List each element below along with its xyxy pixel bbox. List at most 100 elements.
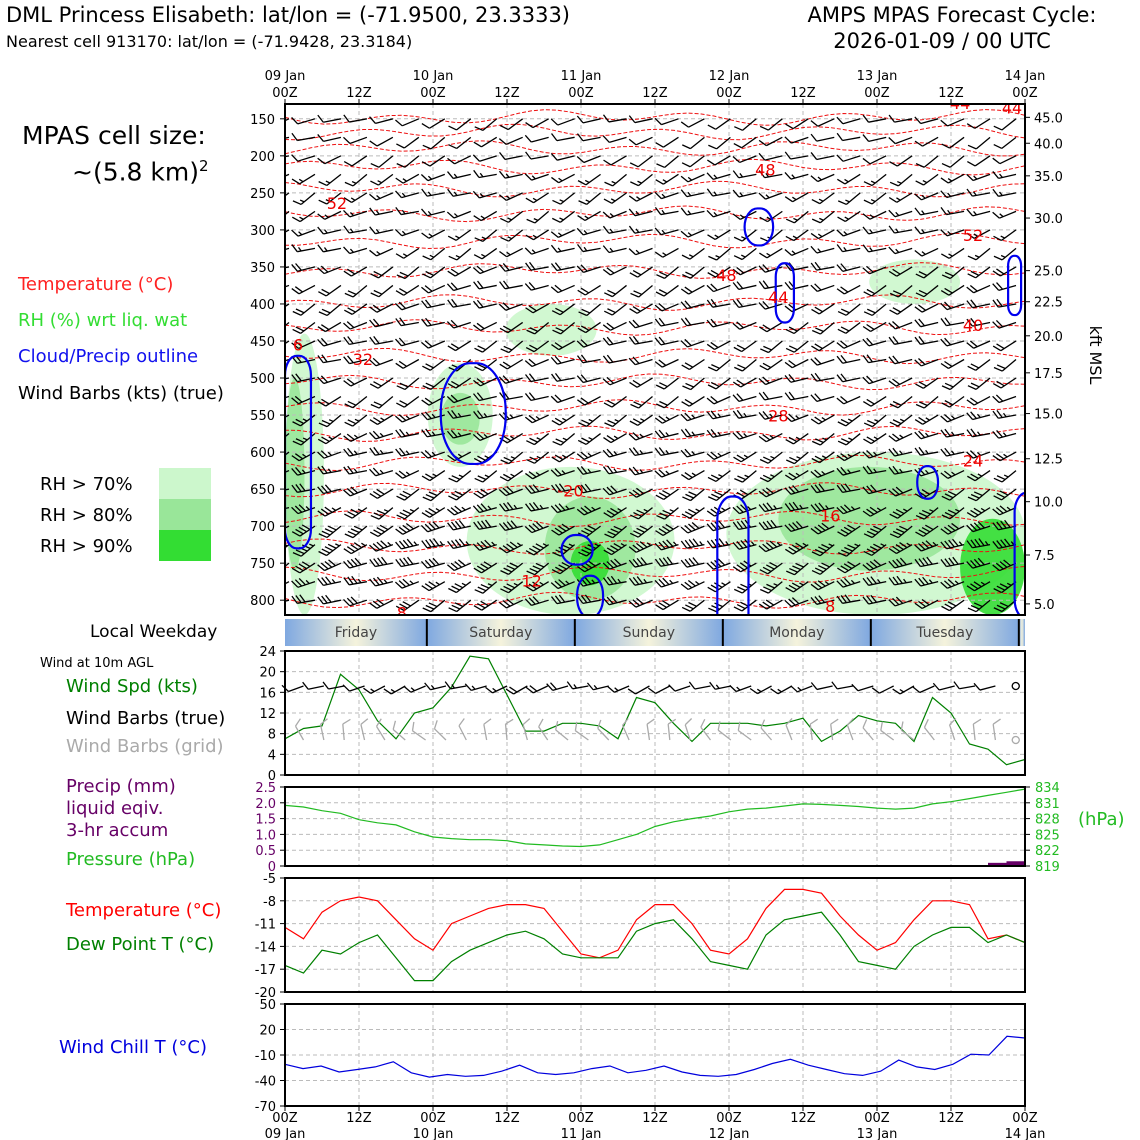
barb-half-flag — [903, 508, 908, 512]
wind-barb — [422, 136, 446, 150]
barb-full-flag — [266, 583, 273, 592]
barb-full-flag — [577, 215, 586, 222]
barb-half-flag — [843, 246, 847, 252]
barb-full-flag — [993, 588, 1002, 594]
barb-full-flag — [889, 309, 898, 315]
barb-full-flag — [602, 324, 611, 331]
barb-staff — [434, 728, 447, 741]
barb-full-flag — [351, 575, 358, 584]
barb-staff — [636, 303, 653, 314]
y-tick-label-right: 35.0 — [1034, 170, 1063, 185]
barb-half-flag — [405, 471, 411, 476]
barb-full-flag — [421, 232, 430, 239]
barb-full-flag — [862, 564, 871, 571]
barb-half-flag — [795, 436, 801, 440]
barb-half-flag — [492, 687, 497, 692]
barb-full-flag — [472, 190, 480, 199]
barb-full-flag — [532, 596, 540, 604]
barb-full-flag — [791, 582, 801, 588]
y-tick-label: -14 — [255, 940, 276, 955]
wind-barb — [810, 133, 835, 142]
barb-full-flag — [552, 329, 561, 335]
barb-full-flag — [298, 504, 306, 512]
barb-full-flag — [684, 718, 693, 726]
barb-full-flag — [269, 581, 276, 590]
barb-full-flag — [999, 583, 1009, 589]
barb-full-flag — [688, 601, 697, 607]
barb-full-flag — [552, 440, 562, 446]
barb-full-flag — [636, 576, 644, 585]
wind-barb — [395, 538, 419, 550]
barb-full-flag — [915, 292, 925, 298]
barb-full-flag — [576, 115, 584, 124]
barb-staff — [920, 432, 939, 440]
barb-full-flag — [606, 509, 616, 516]
barb-staff — [635, 136, 653, 146]
barb-full-flag — [450, 343, 460, 349]
legend-pressure: Pressure (hPa) — [66, 849, 196, 870]
barb-full-flag — [576, 355, 584, 364]
y-tick-label-right: 30.0 — [1034, 212, 1063, 227]
barb-full-flag — [706, 510, 715, 517]
wind-barb — [785, 581, 809, 593]
barb-staff — [506, 599, 523, 609]
barb-full-flag — [734, 477, 743, 483]
barb-staff — [921, 544, 939, 552]
barb-full-flag — [680, 429, 688, 438]
barb-full-flag — [918, 577, 926, 586]
barb-full-flag — [1004, 538, 1011, 547]
barb-staff — [793, 210, 809, 224]
barb-staff — [949, 377, 965, 390]
barb-staff — [646, 724, 651, 741]
wind-barb — [370, 266, 394, 279]
barb-staff — [921, 303, 939, 313]
barb-staff — [531, 358, 549, 368]
barb-full-flag — [551, 310, 561, 316]
barb-staff — [999, 562, 1017, 572]
barb-half-flag — [639, 469, 644, 474]
barb-staff — [973, 340, 991, 349]
wind-barb — [863, 525, 887, 539]
barb-half-flag — [899, 450, 903, 455]
barb-full-flag — [951, 522, 960, 530]
barb-half-flag — [899, 468, 903, 473]
barb-full-flag — [561, 523, 570, 530]
barb-staff — [634, 118, 653, 124]
x-tick-bottom-hour: 00Z — [420, 1111, 446, 1126]
wind-barb — [941, 247, 965, 259]
y-tick-label-left: 450 — [250, 335, 275, 350]
barb-staff — [285, 414, 290, 425]
wind-barb — [343, 114, 368, 123]
barb-full-flag — [940, 541, 948, 550]
barb-full-flag — [992, 321, 1000, 329]
barb-full-flag — [867, 419, 876, 425]
barb-full-flag — [295, 438, 305, 444]
wind-barb — [758, 192, 783, 200]
wind-barb — [811, 433, 835, 446]
barb-full-flag — [810, 583, 819, 591]
barb-staff — [558, 525, 575, 536]
barb-staff — [923, 284, 939, 298]
barb-half-flag — [609, 213, 614, 218]
barb-staff — [792, 544, 809, 555]
wind-barb — [706, 340, 731, 351]
barb-full-flag — [525, 472, 533, 480]
barb-full-flag — [525, 550, 535, 556]
barb-half-flag — [331, 578, 336, 584]
weekday-label: Friday — [335, 625, 377, 641]
barb-full-flag — [586, 682, 594, 691]
barb-full-flag — [317, 451, 325, 459]
barb-half-flag — [843, 231, 848, 236]
barb-full-flag — [788, 374, 796, 382]
barb-full-flag — [993, 255, 1003, 261]
barb-full-flag — [395, 253, 405, 259]
barb-full-flag — [810, 358, 818, 366]
barb-full-flag — [429, 538, 436, 547]
barb-half-flag — [714, 234, 719, 238]
wind-barb — [759, 247, 783, 259]
barb-full-flag — [291, 116, 299, 125]
barb-staff — [557, 284, 575, 294]
barb-staff — [896, 544, 913, 555]
barb-full-flag — [836, 454, 845, 462]
barb-full-flag — [266, 174, 273, 183]
